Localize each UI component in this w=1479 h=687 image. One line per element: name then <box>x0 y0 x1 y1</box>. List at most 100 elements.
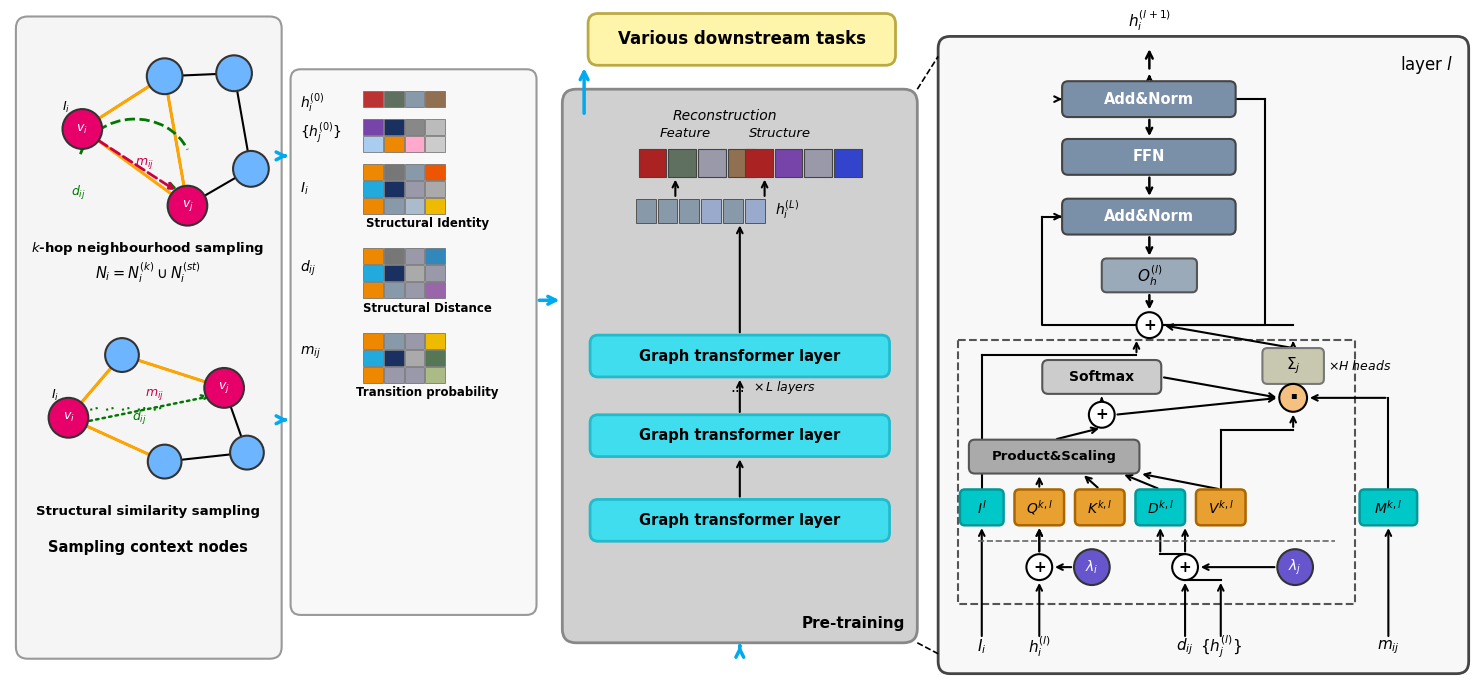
Bar <box>405 136 424 152</box>
Text: $k$-hop neighbourhood sampling: $k$-hop neighbourhood sampling <box>31 240 265 257</box>
Text: Product&Scaling: Product&Scaling <box>992 450 1117 463</box>
Bar <box>426 181 445 196</box>
Text: $\{h_j^{(l)}\}$: $\{h_j^{(l)}\}$ <box>1199 633 1242 660</box>
FancyBboxPatch shape <box>1359 489 1417 526</box>
FancyBboxPatch shape <box>1263 348 1324 384</box>
Circle shape <box>167 185 207 225</box>
FancyBboxPatch shape <box>290 69 537 615</box>
Bar <box>383 265 404 282</box>
Text: Sampling context nodes: Sampling context nodes <box>47 540 247 554</box>
Circle shape <box>1279 384 1307 412</box>
Bar <box>362 136 383 152</box>
Text: $I^l$: $I^l$ <box>978 499 986 517</box>
Text: +: + <box>1143 317 1155 333</box>
Bar <box>383 91 404 107</box>
FancyBboxPatch shape <box>562 89 917 643</box>
Text: $\times H$ heads: $\times H$ heads <box>1328 359 1392 373</box>
FancyBboxPatch shape <box>1075 489 1124 526</box>
Bar <box>426 249 445 264</box>
Bar <box>362 350 383 366</box>
Bar <box>405 282 424 298</box>
Text: +: + <box>1096 407 1108 423</box>
FancyBboxPatch shape <box>1062 81 1235 117</box>
Text: $m_{ij}$: $m_{ij}$ <box>1377 638 1399 655</box>
Bar <box>405 333 424 349</box>
Text: Add&Norm: Add&Norm <box>1103 91 1194 106</box>
Bar <box>426 119 445 135</box>
Bar <box>362 119 383 135</box>
Text: Graph transformer layer: Graph transformer layer <box>639 513 840 528</box>
Text: $I_i$: $I_i$ <box>978 638 986 656</box>
Bar <box>701 199 720 223</box>
Bar <box>362 91 383 107</box>
Circle shape <box>148 444 182 479</box>
Circle shape <box>146 58 182 94</box>
Bar <box>383 333 404 349</box>
Bar <box>405 164 424 180</box>
Bar <box>636 199 655 223</box>
FancyBboxPatch shape <box>590 415 889 457</box>
Text: $v_i$: $v_i$ <box>62 412 74 425</box>
Bar <box>426 265 445 282</box>
Bar <box>362 181 383 196</box>
Circle shape <box>105 338 139 372</box>
Text: $v_j$: $v_j$ <box>182 198 194 213</box>
Bar <box>362 249 383 264</box>
Bar <box>405 350 424 366</box>
Text: $d_{ij}$: $d_{ij}$ <box>1176 636 1194 657</box>
Bar <box>805 149 833 177</box>
FancyBboxPatch shape <box>1062 199 1235 234</box>
Text: Graph transformer layer: Graph transformer layer <box>639 428 840 443</box>
Text: $\lambda_i$: $\lambda_i$ <box>1086 559 1099 576</box>
Text: $h_i^{(l)}$: $h_i^{(l)}$ <box>1028 634 1052 660</box>
Text: $Q^{k,l}$: $Q^{k,l}$ <box>1026 498 1053 517</box>
Circle shape <box>216 56 251 91</box>
Text: $h_i^{(0)}$: $h_i^{(0)}$ <box>300 91 325 115</box>
Text: ·: · <box>1288 384 1299 412</box>
Text: $I_i$: $I_i$ <box>62 100 71 115</box>
Text: $M^{k,l}$: $M^{k,l}$ <box>1374 499 1402 517</box>
Text: Pre-training: Pre-training <box>802 616 905 631</box>
Bar <box>405 265 424 282</box>
Bar <box>679 199 700 223</box>
Text: Transition probability: Transition probability <box>356 386 498 399</box>
Text: ...: ... <box>731 381 745 396</box>
Bar <box>362 164 383 180</box>
FancyBboxPatch shape <box>1015 489 1063 526</box>
Bar <box>383 136 404 152</box>
Bar <box>383 164 404 180</box>
Text: $d_{ij}$: $d_{ij}$ <box>300 259 317 278</box>
FancyBboxPatch shape <box>1197 489 1245 526</box>
Text: $O_h^{(l)}$: $O_h^{(l)}$ <box>1136 263 1162 288</box>
Text: $K^{k,l}$: $K^{k,l}$ <box>1087 499 1112 517</box>
Bar <box>405 91 424 107</box>
Text: Feature: Feature <box>660 128 711 140</box>
Bar <box>639 149 667 177</box>
Text: $h_i^{(L)}$: $h_i^{(L)}$ <box>775 199 799 222</box>
Bar <box>405 367 424 383</box>
Bar <box>405 119 424 135</box>
Text: layer $l$: layer $l$ <box>1401 54 1454 76</box>
Text: Softmax: Softmax <box>1069 370 1134 384</box>
Text: $m_{ij}$: $m_{ij}$ <box>300 345 321 361</box>
Bar <box>405 198 424 214</box>
Text: $\times\, L$ layers: $\times\, L$ layers <box>753 379 816 396</box>
Bar <box>723 199 742 223</box>
Bar <box>698 149 726 177</box>
Bar <box>669 149 697 177</box>
Bar <box>362 333 383 349</box>
Circle shape <box>204 368 244 408</box>
Text: Reconstruction: Reconstruction <box>673 109 776 123</box>
Text: $\{h_j^{(0)}\}$: $\{h_j^{(0)}\}$ <box>300 120 343 146</box>
Bar <box>775 149 802 177</box>
Text: $d_{ij}$: $d_{ij}$ <box>71 183 86 202</box>
FancyBboxPatch shape <box>16 16 281 659</box>
Bar <box>745 149 772 177</box>
FancyBboxPatch shape <box>969 440 1139 473</box>
Text: Structure: Structure <box>748 128 810 140</box>
Text: $N_i = N_i^{(k)} \cup N_i^{(st)}$: $N_i = N_i^{(k)} \cup N_i^{(st)}$ <box>95 260 201 284</box>
Text: +: + <box>1032 560 1046 574</box>
Text: $I_i$: $I_i$ <box>50 388 59 403</box>
Text: Add&Norm: Add&Norm <box>1103 209 1194 224</box>
Circle shape <box>49 398 89 438</box>
